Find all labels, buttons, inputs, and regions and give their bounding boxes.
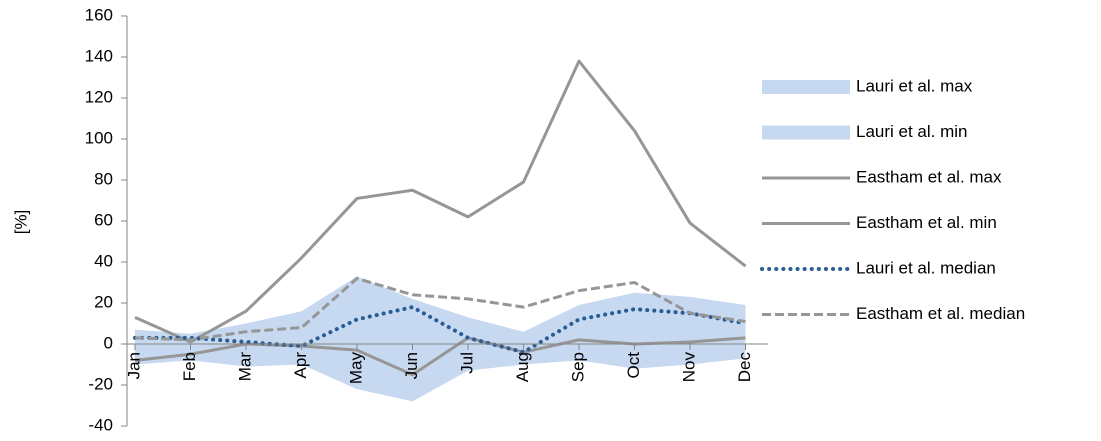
y-tick-label: 160 <box>85 5 113 24</box>
y-tick-label: 100 <box>85 128 113 147</box>
legend-label: Eastham et al. min <box>856 213 997 232</box>
y-tick-label: 120 <box>85 87 113 106</box>
line <box>134 59 747 344</box>
x-tick-label: Dec <box>735 352 754 383</box>
legend-label: Lauri et al. min <box>856 122 968 141</box>
x-tick-label: Jun <box>402 352 421 379</box>
legend-swatch <box>762 125 850 140</box>
y-axis-label: [%] <box>11 210 30 235</box>
area <box>135 276 746 344</box>
x-tick-label: Jul <box>457 352 476 374</box>
y-tick-label: 80 <box>94 169 113 188</box>
x-tick-label: May <box>346 352 365 385</box>
y-tick-label: 20 <box>94 292 113 311</box>
x-tick-label: Sep <box>568 352 587 382</box>
legend-swatch <box>762 80 850 94</box>
legend-label: Lauri et al. max <box>856 76 973 95</box>
legend-label: Eastham et al. max <box>856 167 1002 186</box>
x-tick-label: Apr <box>291 352 310 379</box>
legend-label: Eastham et al. median <box>856 304 1025 323</box>
area <box>135 344 746 402</box>
y-tick-label: -40 <box>88 415 113 434</box>
x-tick-label: Nov <box>679 352 698 383</box>
x-tick-label: Aug <box>513 352 532 382</box>
x-tick-label: Jan <box>124 352 143 379</box>
y-tick-label: -20 <box>88 374 113 393</box>
areas <box>135 276 746 402</box>
x-tick-label: Mar <box>235 352 254 382</box>
x-tick-label: Feb <box>180 352 199 381</box>
line <box>134 276 746 342</box>
x-tick-label: Oct <box>624 352 643 379</box>
y-tick-label: 140 <box>85 46 113 65</box>
y-tick-label: 0 <box>104 333 113 352</box>
legend-label: Lauri et al. median <box>856 258 996 277</box>
y-tick-label: 60 <box>94 210 113 229</box>
y-tick-label: 40 <box>94 251 113 270</box>
